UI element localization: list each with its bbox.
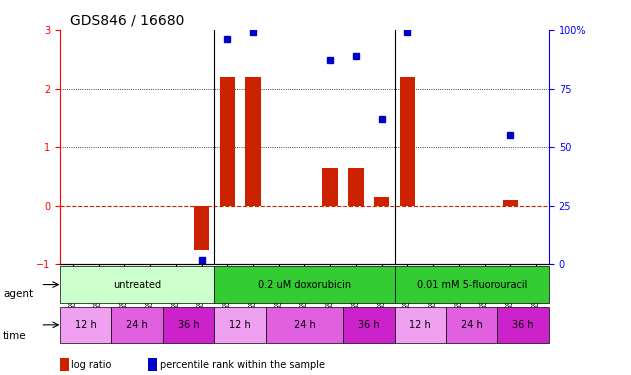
Text: 12 h: 12 h [229, 320, 251, 330]
Text: log ratio: log ratio [71, 360, 112, 369]
Bar [322, 168, 338, 206]
Bar [266, 307, 343, 343]
Bar [112, 307, 163, 343]
Text: 36 h: 36 h [512, 320, 534, 330]
Bar [399, 77, 415, 206]
Text: 12 h: 12 h [410, 320, 431, 330]
Bar [503, 200, 518, 206]
Text: untreated: untreated [113, 280, 162, 290]
Bar [220, 77, 235, 206]
Bar [348, 168, 363, 206]
Text: 12 h: 12 h [75, 320, 97, 330]
Bar [215, 307, 266, 343]
Bar [446, 307, 497, 343]
Bar [343, 307, 394, 343]
Bar [245, 77, 261, 206]
Bar [60, 307, 112, 343]
Text: agent: agent [3, 290, 33, 299]
Text: GDS846 / 16680: GDS846 / 16680 [69, 13, 184, 27]
Text: 36 h: 36 h [178, 320, 199, 330]
Text: 24 h: 24 h [126, 320, 148, 330]
Text: 36 h: 36 h [358, 320, 380, 330]
Bar [60, 266, 215, 303]
Text: 0.01 mM 5-fluorouracil: 0.01 mM 5-fluorouracil [416, 280, 527, 290]
Text: percentile rank within the sample: percentile rank within the sample [160, 360, 324, 369]
Bar [497, 307, 549, 343]
Bar [194, 206, 209, 250]
Bar [215, 266, 394, 303]
Text: 24 h: 24 h [461, 320, 483, 330]
Text: 24 h: 24 h [293, 320, 316, 330]
Text: time: time [3, 331, 27, 340]
Bar [374, 197, 389, 206]
Bar [163, 307, 215, 343]
Text: 0.2 uM doxorubicin: 0.2 uM doxorubicin [258, 280, 351, 290]
Bar [394, 307, 446, 343]
Bar [394, 266, 549, 303]
